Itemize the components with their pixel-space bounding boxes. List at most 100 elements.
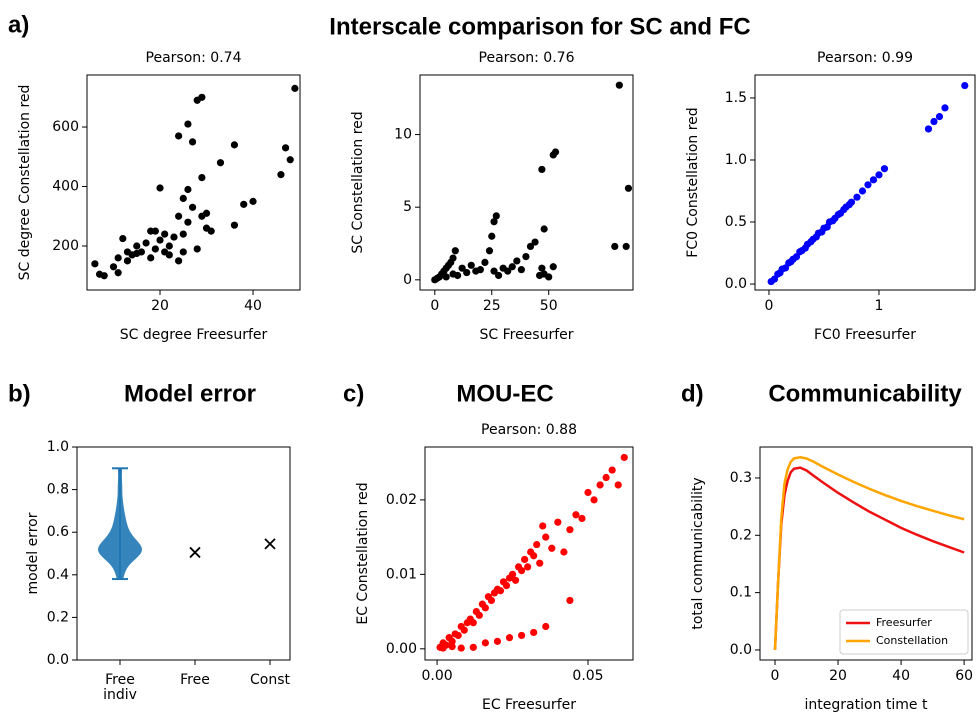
point	[184, 120, 192, 128]
point	[156, 236, 164, 244]
point	[533, 540, 541, 549]
point	[531, 238, 539, 246]
point	[536, 559, 544, 567]
point	[175, 257, 183, 265]
point	[522, 252, 530, 261]
point	[508, 263, 516, 271]
point	[230, 141, 239, 149]
point	[249, 197, 257, 205]
point	[530, 552, 538, 560]
y-tick-label: 0.6	[47, 524, 69, 540]
chart-title: MOU-EC	[456, 380, 553, 407]
point	[554, 518, 562, 526]
point	[170, 233, 178, 241]
point	[526, 242, 535, 251]
point	[935, 112, 944, 121]
y-tick-label: 1.0	[47, 439, 69, 455]
point	[941, 104, 949, 112]
point	[230, 221, 239, 229]
legend-label: Freesurfer	[876, 616, 932, 629]
point	[216, 159, 225, 167]
point	[502, 581, 511, 590]
point	[542, 622, 550, 631]
point	[457, 644, 465, 652]
point	[277, 171, 285, 179]
point	[549, 151, 557, 159]
x-tick-label: 40	[892, 668, 910, 684]
y-axis-label: SC Constellation red	[350, 111, 366, 253]
y-tick-label: 0.4	[47, 567, 69, 583]
chart-subtitle: Pearson: 0.74	[146, 50, 242, 66]
x-axis-label: FC0 Freesurfer	[814, 327, 916, 343]
series-line	[773, 466, 965, 651]
point	[109, 263, 118, 271]
point	[481, 639, 489, 647]
point	[492, 212, 500, 220]
y-axis-label: FC0 Constellation red	[685, 107, 701, 257]
point	[513, 257, 521, 265]
plot-frame	[86, 74, 301, 291]
x-tick-label: 0.00	[421, 668, 452, 684]
point	[961, 81, 969, 90]
point	[463, 268, 471, 277]
point	[207, 227, 215, 235]
point	[488, 232, 496, 240]
point	[439, 644, 447, 652]
point	[530, 628, 538, 637]
y-tick-label: 0.0	[47, 652, 69, 668]
point	[602, 473, 610, 482]
point	[566, 526, 574, 534]
point	[161, 230, 169, 238]
point	[175, 132, 183, 140]
y-axis-label: EC Constellation red	[355, 482, 371, 624]
chart-title: Model error	[124, 380, 256, 407]
point	[156, 184, 164, 192]
y-tick-label: 400	[52, 179, 79, 195]
legend: Freesurfer Constellation	[839, 609, 969, 655]
point	[614, 481, 622, 489]
point	[188, 138, 197, 146]
y-tick-label: 0.8	[47, 482, 69, 498]
point	[281, 144, 290, 152]
point	[538, 264, 546, 272]
point	[505, 634, 514, 642]
x-tick-label: 25	[483, 298, 501, 314]
plot-frame	[76, 446, 291, 661]
y-axis-label: model error	[25, 512, 41, 594]
point	[460, 626, 468, 634]
point	[578, 514, 586, 523]
plot-frame	[424, 446, 634, 661]
x-tick-label: 20	[829, 668, 847, 684]
point	[133, 242, 141, 250]
y-tick-label: 0.1	[730, 585, 752, 601]
point	[291, 84, 299, 92]
point	[469, 619, 477, 627]
y-tick-label: 0.0	[725, 276, 747, 292]
point	[524, 563, 532, 571]
point	[451, 247, 459, 255]
point	[549, 263, 557, 271]
point	[880, 165, 889, 173]
x-tick-label: 0.05	[572, 668, 603, 684]
x-tick-label: 0	[430, 298, 439, 314]
chart-subtitle: Pearson: 0.88	[481, 422, 577, 438]
x-axis-label: integration time t	[805, 697, 928, 713]
y-tick-label: 1.5	[725, 90, 747, 106]
point	[449, 254, 457, 262]
series-line	[773, 456, 965, 651]
x-marker	[189, 546, 201, 559]
chart-subtitle: Pearson: 0.99	[817, 50, 913, 66]
y-tick-label: 200	[52, 238, 79, 254]
point	[198, 93, 206, 101]
x-tick-label: 60	[955, 668, 973, 684]
y-tick-label: 0.0	[730, 642, 752, 658]
point	[504, 267, 512, 275]
point	[475, 611, 483, 619]
x-tick-label: 40	[244, 298, 262, 314]
point	[584, 488, 592, 497]
point	[442, 273, 450, 281]
point	[202, 209, 211, 217]
x-tick-label: Const	[250, 672, 291, 688]
chart-subtitle: Pearson: 0.76	[479, 50, 575, 66]
